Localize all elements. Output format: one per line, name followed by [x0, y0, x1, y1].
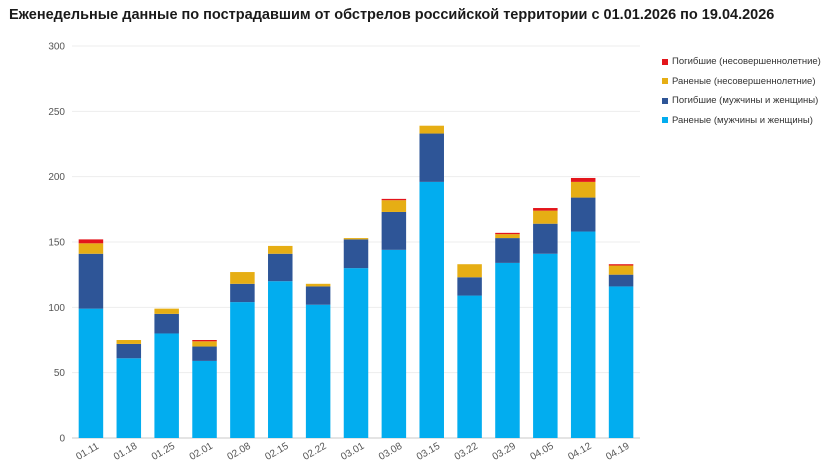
legend-item: Раненые (несовершеннолетние)	[662, 72, 821, 92]
bar-segment-3-01.11	[78, 243, 104, 254]
legend-label: Раненые (несовершеннолетние)	[672, 75, 816, 87]
x-tick-label: 01.18	[112, 441, 140, 463]
bar-segment-1-03.29	[495, 262, 520, 438]
bar-segment-2-02.22	[305, 286, 331, 305]
bar-segment-1-04.19	[608, 286, 634, 438]
bar-segment-3-01.25	[154, 308, 179, 314]
legend-swatch	[662, 78, 668, 85]
bar-segment-2-03.29	[495, 238, 520, 263]
x-tick-label: 02.01	[188, 441, 216, 463]
x-tick-label: 03.08	[377, 441, 405, 463]
x-tick-label: 03.29	[491, 441, 519, 463]
bar-segment-3-03.08	[381, 200, 407, 212]
bar-segment-4-02.01	[192, 340, 217, 342]
bars	[78, 125, 634, 439]
bar-segment-3-02.01	[192, 341, 217, 347]
bar-segment-1-02.01	[192, 360, 217, 438]
x-axis-ticks: 01.11 01.18 01.25 02.01 02.08 02.15 02.22 03.01…	[74, 441, 631, 463]
bar-segment-1-04.05	[533, 253, 558, 438]
bar-segment-2-01.25	[154, 313, 179, 334]
bar-segment-3-03.01	[343, 238, 369, 240]
bar-segment-1-01.25	[154, 333, 179, 438]
bar-segment-2-03.22	[457, 277, 482, 296]
bar-segment-2-02.01	[192, 346, 217, 361]
bar-segment-3-03.15	[419, 125, 444, 134]
bar-segment-1-03.01	[343, 268, 369, 438]
bar-segment-2-02.08	[230, 283, 255, 303]
bar-segment-2-04.19	[608, 274, 634, 287]
bar-segment-1-02.08	[230, 302, 255, 438]
bar-segment-4-04.19	[608, 264, 634, 266]
bar-segment-1-01.11	[78, 308, 104, 438]
bar-segment-2-03.08	[381, 211, 407, 250]
bar-segment-4-01.11	[78, 239, 104, 244]
x-tick-label: 02.15	[263, 441, 291, 463]
bar-segment-1-03.22	[457, 295, 482, 438]
x-tick-label: 03.22	[453, 441, 481, 463]
y-tick-label: 300	[48, 42, 65, 53]
y-tick-label: 150	[48, 238, 65, 249]
bar-segment-2-04.12	[570, 197, 596, 232]
bar-segment-3-01.18	[116, 340, 142, 344]
bar-segment-1-03.15	[419, 181, 444, 439]
bar-segment-3-04.05	[533, 210, 558, 224]
y-tick-label: 250	[48, 107, 65, 118]
bar-segment-2-03.15	[419, 133, 444, 182]
x-tick-label: 02.22	[301, 441, 329, 463]
legend-label: Раненые (мужчины и женщины)	[672, 114, 813, 126]
bar-segment-2-04.05	[533, 223, 558, 254]
bar-segment-3-04.19	[608, 265, 634, 275]
bar-segment-4-04.05	[533, 208, 558, 211]
bar-segment-4-04.12	[570, 177, 596, 182]
bar-segment-3-02.08	[230, 272, 255, 284]
legend-swatch	[662, 117, 668, 124]
x-tick-label: 04.12	[566, 441, 594, 463]
x-tick-label: 04.05	[528, 441, 556, 463]
x-tick-label: 03.15	[415, 441, 443, 463]
bar-segment-2-03.01	[343, 239, 369, 269]
x-tick-label: 04.19	[604, 441, 632, 463]
y-tick-label: 50	[54, 368, 66, 379]
bar-segment-4-03.29	[495, 232, 520, 235]
chart-title: Еженедельные данные по пострадавшим от о…	[9, 7, 775, 23]
x-tick-label: 01.11	[74, 441, 101, 463]
y-tick-label: 0	[59, 434, 65, 445]
legend-item: Раненые (мужчины и женщины)	[662, 111, 821, 131]
y-tick-label: 100	[48, 303, 65, 314]
legend-swatch	[662, 97, 668, 104]
x-tick-label: 01.25	[150, 441, 178, 463]
legend-label: Погибшие (несовершеннолетние)	[672, 56, 821, 68]
bar-segment-3-03.29	[495, 234, 520, 239]
bar-segment-1-01.18	[116, 358, 142, 438]
bar-segment-3-03.22	[457, 264, 482, 278]
bar-segment-1-02.15	[268, 281, 293, 438]
legend-swatch	[662, 58, 668, 65]
bar-segment-1-02.22	[305, 304, 331, 438]
bar-segment-1-03.08	[381, 249, 407, 438]
y-axis-ticks: 0 50 100 150 200 250 300	[48, 42, 65, 445]
legend-item: Погибшие (мужчины и женщины)	[662, 91, 821, 111]
bar-segment-2-01.11	[78, 253, 104, 309]
bar-segment-3-02.22	[305, 283, 331, 287]
x-tick-label: 03.01	[339, 441, 367, 463]
bar-segment-4-03.08	[381, 198, 407, 201]
legend-label: Погибшие (мужчины и женщины)	[672, 95, 819, 107]
y-tick-label: 200	[48, 172, 65, 183]
chart-legend: Погибшие (несовершеннолетние) Раненые (не…	[662, 52, 821, 130]
bar-segment-3-04.12	[570, 181, 596, 198]
bar-segment-3-02.15	[268, 245, 293, 254]
x-tick-label: 02.08	[226, 441, 254, 463]
bar-segment-1-04.12	[570, 231, 596, 438]
bar-segment-2-02.15	[268, 253, 293, 282]
bar-segment-2-01.18	[116, 343, 142, 359]
legend-item: Погибшие (несовершеннолетние)	[662, 52, 821, 72]
